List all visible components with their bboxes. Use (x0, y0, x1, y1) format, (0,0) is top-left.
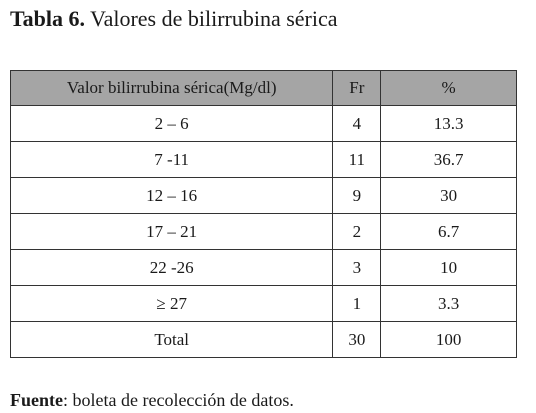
table-row: 2 – 6 4 13.3 (9, 105, 517, 142)
table-body: 2 – 6 4 13.3 7 -11 11 36.7 12 – 16 9 30 17 – 21 2 6… (9, 105, 517, 358)
table-cell: 7 -11 (9, 141, 334, 178)
table-cell: 17 – 21 (9, 213, 334, 250)
table-cell: 11 (332, 141, 382, 178)
header-cell: Valor bilirrubina sérica(Mg/dl) (9, 70, 334, 106)
table-cell: 2 (332, 213, 382, 250)
table-cell: 4 (332, 105, 382, 142)
header-row: Valor bilirrubina sérica(Mg/dl) Fr% (9, 70, 517, 106)
table-row: ≥ 27 1 3.3 (9, 285, 517, 322)
table-cell: 2 – 6 (9, 105, 334, 142)
source: Fuente: boleta de recolección de datos. (10, 390, 294, 411)
table-cell: 6.7 (380, 213, 517, 250)
table-cell: 22 -26 (9, 249, 334, 286)
table-cell: 100 (380, 321, 517, 358)
title-text: Valores de bilirrubina sérica (90, 6, 338, 31)
table: Valor bilirrubina sérica(Mg/dl) Fr% 2 – 6… (9, 70, 517, 358)
table-row: 12 – 16 9 30 (9, 177, 517, 214)
header-cell: % (380, 70, 517, 106)
table-cell: 3 (332, 249, 382, 286)
table-row: 17 – 21 2 6.7 (9, 213, 517, 250)
table-cell: 12 – 16 (9, 177, 334, 214)
header-cell: Fr (332, 70, 382, 106)
table-row: 22 -26 3 10 (9, 249, 517, 286)
table-cell: 36.7 (380, 141, 517, 178)
table-cell: Total (9, 321, 334, 358)
table-cell: 1 (332, 285, 382, 322)
title-label: Tabla 6. (10, 6, 86, 31)
table-cell: 13.3 (380, 105, 517, 142)
title: Tabla 6. Valores de bilirrubina sérica (10, 6, 338, 32)
table-cell: ≥ 27 (9, 285, 334, 322)
table-cell: 10 (380, 249, 517, 286)
table-row: Total 30 100 (9, 321, 517, 358)
table-row: 7 -11 11 36.7 (9, 141, 517, 178)
table-cell: 30 (332, 321, 382, 358)
table-cell: 9 (332, 177, 382, 214)
table-cell: 3.3 (380, 285, 517, 322)
source-label: Fuente (10, 390, 63, 410)
table-cell: 30 (380, 177, 517, 214)
source-text: : boleta de recolección de datos. (63, 390, 294, 410)
